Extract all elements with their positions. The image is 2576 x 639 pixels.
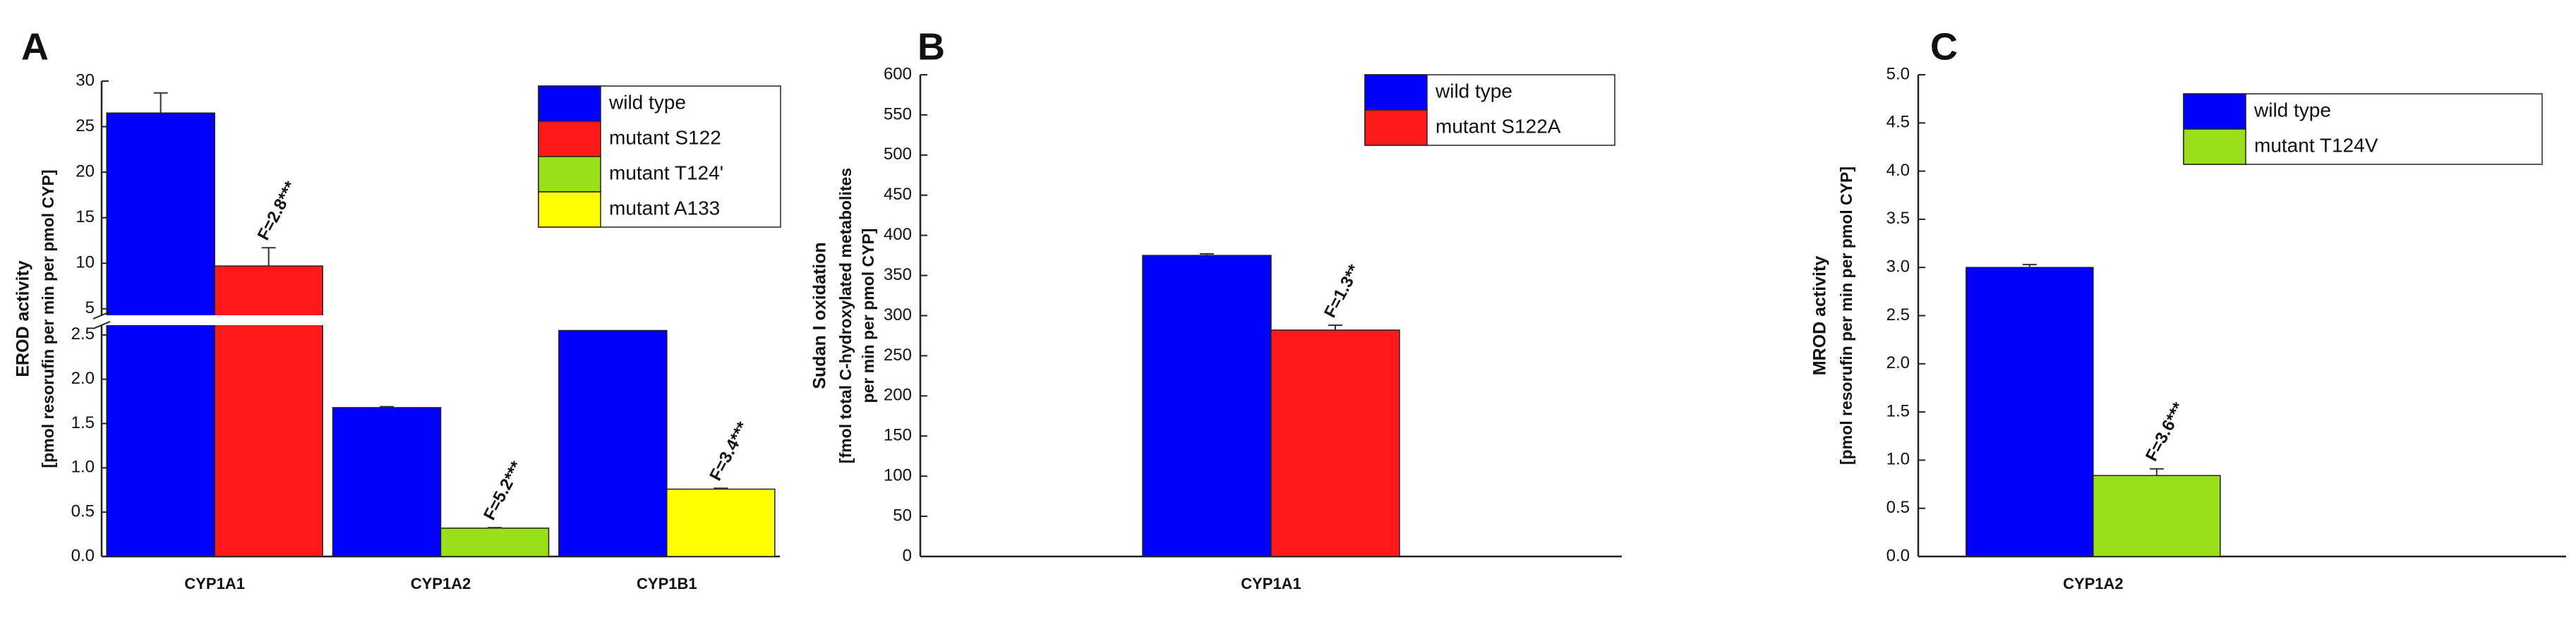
y-tick-label: 30 <box>76 71 95 90</box>
legend-swatch <box>2183 93 2246 130</box>
bar <box>666 488 776 557</box>
y-tick-label: 200 <box>884 386 912 405</box>
panel-letter: B <box>917 25 945 68</box>
y-tick-label: 300 <box>884 305 912 324</box>
y-tick-label: 600 <box>884 64 912 83</box>
break-mark <box>92 321 111 329</box>
y-tick-label: 250 <box>884 346 912 365</box>
legend-swatch <box>2183 128 2246 165</box>
y-tick-label: 0.0 <box>1886 546 1910 565</box>
y-tick-label: 150 <box>884 426 912 445</box>
y-tick-label: 1.5 <box>71 413 95 432</box>
x-tick-label: CYP1B1 <box>637 575 697 592</box>
legend-label: mutant T124V <box>2254 134 2378 156</box>
x-tick-label: CYP1A2 <box>411 575 471 592</box>
panel-letter: C <box>1930 25 1958 68</box>
annotation: F=3.6*** <box>2142 399 2189 465</box>
legend-label: wild type <box>2253 99 2331 121</box>
y-tick-label: 0 <box>903 546 912 565</box>
annotation: F=5.2*** <box>480 458 526 523</box>
legend-swatch <box>538 191 601 228</box>
x-tick-label: CYP1A1 <box>184 575 245 592</box>
annotation: F=2.8*** <box>254 178 301 243</box>
y-tick-label: 450 <box>884 185 912 204</box>
y-tick-label: 500 <box>884 145 912 164</box>
legend-label: wild type <box>608 91 686 113</box>
break-mark <box>92 311 111 320</box>
bar <box>332 407 442 557</box>
legend-label: mutant T124' <box>609 162 723 183</box>
y-tick-label: 0.5 <box>1886 498 1910 517</box>
x-tick-label: CYP1A1 <box>1241 575 1301 592</box>
x-tick-label: CYP1A2 <box>2063 575 2124 592</box>
legend-swatch <box>538 85 601 122</box>
y-tick-label: 3.5 <box>1886 209 1910 228</box>
y-tick-label: 4.0 <box>1886 161 1910 180</box>
y-tick-label: 0.0 <box>71 546 95 565</box>
y-tick-label: 400 <box>884 225 912 244</box>
y-tick-label: 2.5 <box>1886 305 1910 324</box>
y-tick-label: 15 <box>76 207 95 226</box>
y-tick-label: 5 <box>85 298 95 317</box>
legend-swatch <box>1364 74 1428 111</box>
annotation: F=3.4*** <box>706 418 752 484</box>
annotation: F=1.3** <box>1320 261 1364 321</box>
y-tick-label: 1.0 <box>71 458 95 477</box>
y-tick-label: 10 <box>76 253 95 272</box>
bar <box>558 329 668 557</box>
y-tick-label: 3.0 <box>1886 257 1910 276</box>
y-tick-label: 25 <box>76 116 95 135</box>
y-tick-label: 20 <box>76 162 95 181</box>
y-axis-label: EROD activity <box>13 260 33 377</box>
y-axis-label: [fmol total C-hydroxylated metabolites <box>836 168 855 463</box>
legend-swatch <box>538 121 601 157</box>
y-axis-label: per min per pmol CYP] <box>859 229 877 403</box>
bar <box>106 112 215 557</box>
legend-label: mutant A133 <box>609 197 720 219</box>
y-tick-label: 4.5 <box>1886 113 1910 132</box>
y-tick-label: 50 <box>893 506 912 525</box>
y-tick-label: 100 <box>884 466 912 485</box>
y-tick-label: 1.5 <box>1886 401 1910 420</box>
legend-swatch <box>1364 109 1428 146</box>
legend-label: mutant S122A <box>1436 115 1561 137</box>
y-tick-label: 350 <box>884 265 912 284</box>
y-tick-label: 2.0 <box>71 369 95 388</box>
legend-swatch <box>538 156 601 193</box>
bar <box>214 265 323 557</box>
y-axis-label: [pmol resorufin per min per pmol CYP] <box>1837 166 1855 465</box>
axis-break <box>92 315 780 325</box>
y-tick-label: 5.0 <box>1886 64 1910 83</box>
y-tick-label: 2.5 <box>71 324 95 343</box>
bar <box>1966 267 2094 557</box>
legend-label: mutant S122 <box>609 126 721 148</box>
y-axis-label: [pmol resorufin per min per pmol CYP] <box>39 170 57 468</box>
y-tick-label: 550 <box>884 104 912 123</box>
bar <box>1142 255 1272 557</box>
y-axis-label: MROD activity <box>1810 256 1830 376</box>
y-tick-label: 2.0 <box>1886 353 1910 372</box>
bar <box>1270 329 1400 557</box>
panel-letter: A <box>21 25 49 68</box>
bar <box>2093 475 2221 557</box>
y-axis-label: Sudan I oxidation <box>810 242 830 389</box>
y-tick-label: 0.5 <box>71 502 95 521</box>
bar <box>440 528 550 557</box>
y-tick-label: 1.0 <box>1886 450 1910 469</box>
legend-label: wild type <box>1435 80 1512 102</box>
